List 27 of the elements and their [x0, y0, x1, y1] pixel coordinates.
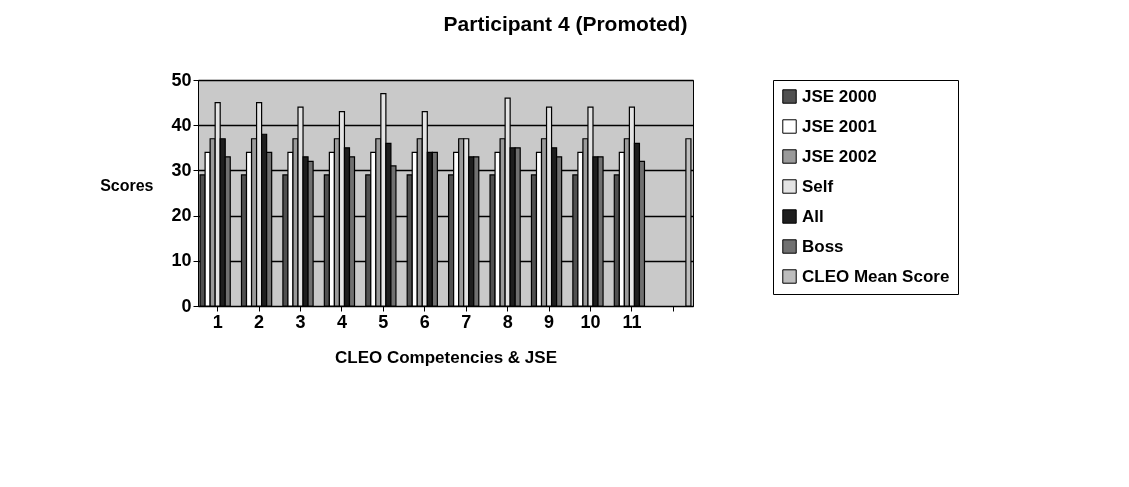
x-tick-label: 7	[461, 311, 472, 332]
x-tick-label: 3	[295, 311, 306, 332]
legend-label: CLEO Mean Score	[802, 266, 950, 286]
legend-label: All	[802, 206, 824, 226]
y-tick-label: 30	[171, 159, 192, 180]
y-tick-label: 20	[171, 205, 192, 226]
legend-label: JSE 2000	[802, 86, 877, 106]
y-tick-label: 10	[171, 250, 192, 271]
x-tick-label: 4	[336, 311, 347, 332]
y-tick-label: 50	[171, 69, 192, 90]
x-tick-label: 10	[580, 311, 601, 332]
x-tick-label: 8	[502, 311, 513, 332]
legend-label: Self	[802, 176, 834, 196]
y-tick-label: 40	[171, 114, 192, 135]
legend-label: JSE 2002	[802, 146, 877, 166]
x-axis-title: CLEO Competencies & JSE	[334, 347, 558, 367]
x-tick-label: 5	[378, 311, 389, 332]
legend-label: JSE 2001	[802, 116, 877, 136]
x-tick-label: 11	[622, 311, 642, 332]
x-tick-label: 6	[419, 311, 430, 332]
x-tick-label: 2	[254, 311, 265, 332]
x-tick-label: 9	[544, 311, 555, 332]
legend-label: Boss	[802, 236, 844, 256]
x-tick-label: 1	[212, 311, 223, 332]
y-axis-title: Scores	[100, 176, 154, 194]
chart-title: Participant 4 (Promoted)	[443, 12, 688, 35]
y-tick-label: 0	[181, 295, 192, 316]
